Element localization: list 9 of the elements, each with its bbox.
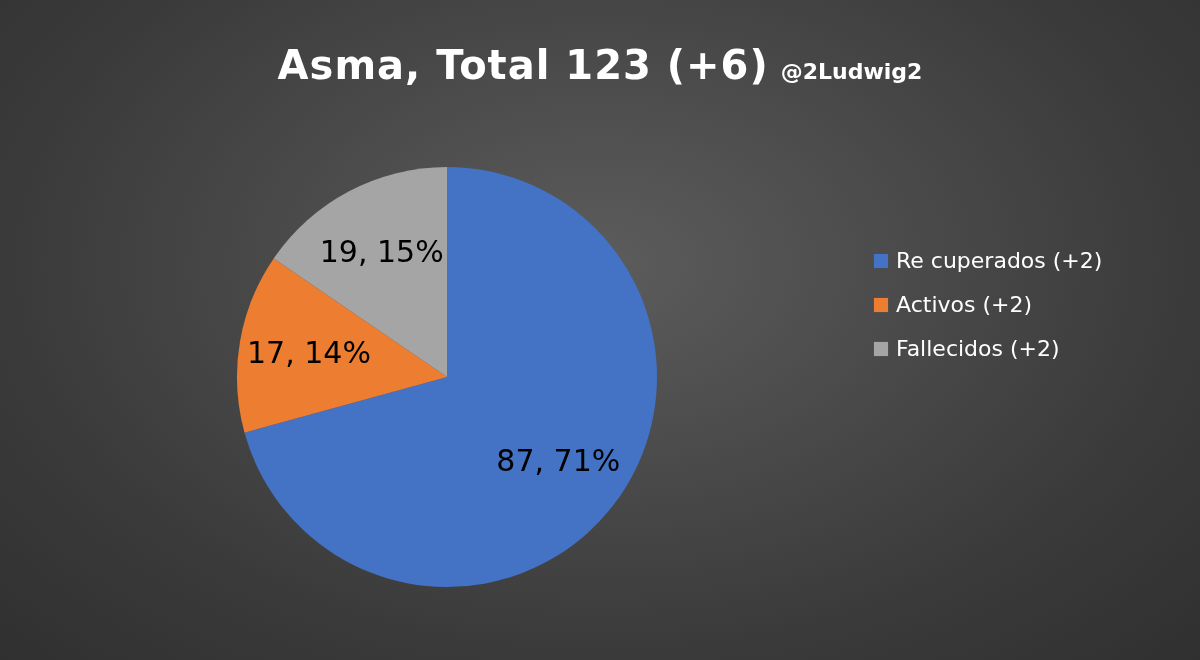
legend-label: Fallecidos (+2) — [896, 336, 1060, 361]
data-label: 87, 71% — [496, 442, 621, 478]
data-label: 17, 14% — [246, 334, 371, 370]
legend-label: Activos (+2) — [896, 292, 1033, 317]
pie-slice — [244, 167, 657, 587]
text: @2Ludwig2 — [780, 59, 923, 84]
data-label: 19, 15% — [319, 234, 444, 270]
chart-title: Asma, Total 123 (+6) — [277, 42, 769, 88]
legend-label: Re cuperados (+2) — [896, 248, 1103, 273]
